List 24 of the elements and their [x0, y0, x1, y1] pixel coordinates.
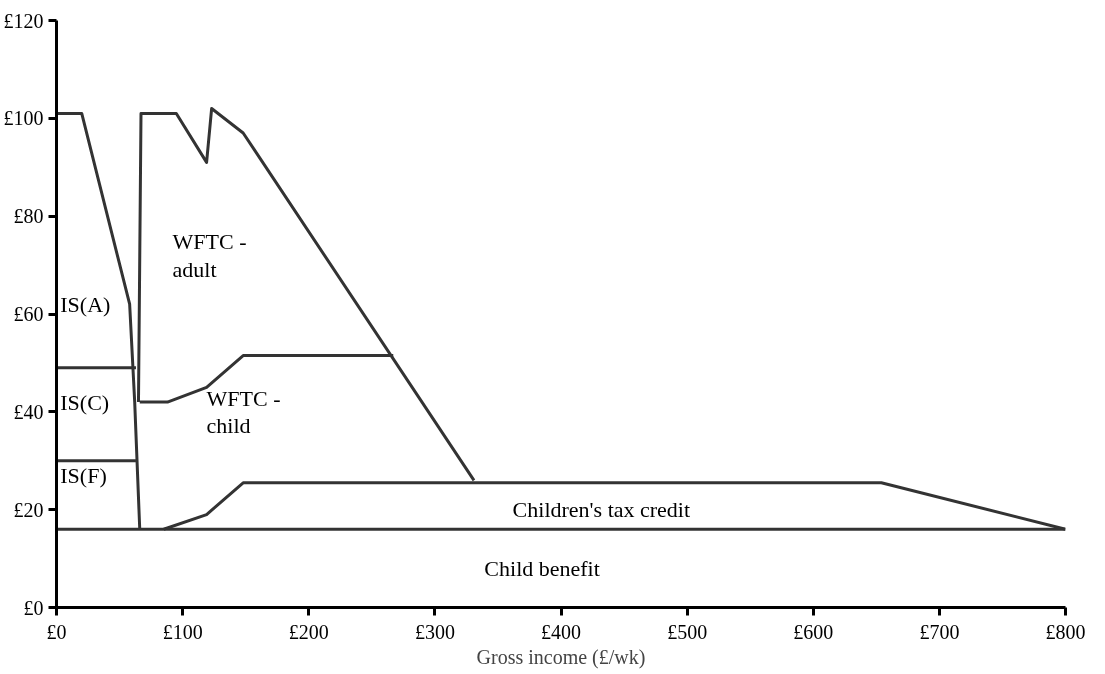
x-axis-title: Gross income (£/wk)	[476, 645, 646, 669]
x-tick-label: £600	[793, 620, 834, 643]
x-tick-label: £400	[541, 620, 581, 643]
y-tick-label: £60	[13, 303, 44, 325]
y-tick-label: £120	[3, 9, 44, 32]
y-tick-label: £80	[13, 205, 44, 228]
x-tick-label: £700	[919, 620, 960, 643]
annotation: Children's tax credit	[512, 497, 691, 523]
x-tick-label: £0	[46, 620, 67, 643]
y-tick-label: £20	[13, 498, 44, 521]
x-tick-label: £200	[288, 620, 329, 643]
y-tick-label: £0	[23, 596, 44, 619]
y-tick-label: £100	[3, 107, 44, 130]
x-tick-label: £500	[667, 620, 708, 643]
x-tick-label: £800	[1045, 620, 1086, 643]
y-tick-label: £40	[13, 400, 44, 423]
x-tick-label: £100	[162, 620, 203, 643]
x-tick-label: £300	[414, 620, 455, 643]
annotation: WFTC - child	[206, 385, 281, 439]
annotation: IS(C)	[60, 389, 110, 415]
annotation: WFTC - adult	[172, 229, 247, 282]
annotation: Child benefit	[484, 555, 600, 581]
annotation: IS(A)	[60, 291, 111, 317]
annotation: IS(F)	[60, 462, 107, 488]
